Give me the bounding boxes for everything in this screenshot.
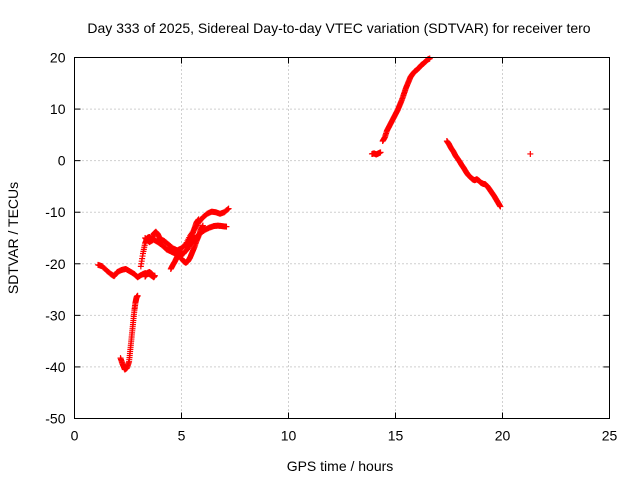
data-point [224, 206, 231, 213]
y-axis-label: SDTVAR / TECUs [5, 182, 21, 294]
x-axis-label: GPS time / hours [287, 458, 394, 474]
x-tick-label: 15 [388, 428, 404, 444]
chart-title: Day 333 of 2025, Sidereal Day-to-day VTE… [87, 20, 590, 36]
y-tick-label: 0 [58, 153, 66, 169]
axis-ticks: 0 5 10 15 20 25 -50 -40 -30 -20 -10 0 10 20 [45, 50, 617, 444]
y-tick-label: 10 [50, 101, 66, 117]
y-tick-label: -10 [45, 204, 65, 220]
y-tick-label: -20 [45, 256, 65, 272]
x-tick-label: 5 [178, 428, 186, 444]
plot-frame [74, 57, 610, 419]
y-tick-label: -50 [45, 411, 65, 427]
data-point [225, 205, 232, 212]
data-points [95, 55, 534, 373]
data-point [195, 216, 202, 223]
data-point [527, 150, 534, 157]
y-tick-label: 20 [50, 50, 66, 66]
data-point [497, 203, 504, 210]
y-tick-label: -40 [45, 359, 65, 375]
data-point [426, 55, 433, 62]
data-point [199, 222, 206, 229]
x-tick-label: 25 [602, 428, 618, 444]
data-point [150, 273, 157, 280]
data-point [134, 292, 141, 299]
x-tick-label: 0 [71, 428, 79, 444]
data-point [223, 223, 230, 230]
x-tick-label: 10 [281, 428, 297, 444]
data-point [178, 248, 185, 255]
data-point [377, 149, 384, 156]
y-tick-label: -30 [45, 307, 65, 323]
x-tick-label: 20 [495, 428, 511, 444]
